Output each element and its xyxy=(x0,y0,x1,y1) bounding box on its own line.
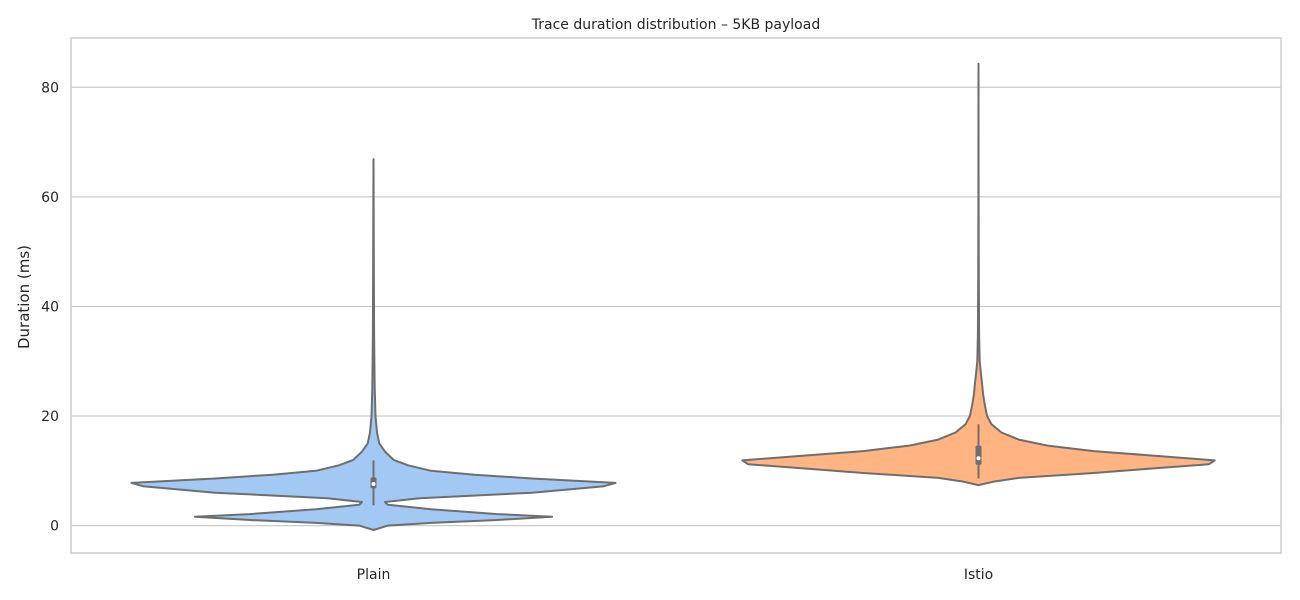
y-axis-label: Duration (ms) xyxy=(15,245,33,349)
y-tick-label: 20 xyxy=(41,409,59,425)
y-tick-label: 0 xyxy=(50,519,59,535)
x-tick-label: Istio xyxy=(964,567,993,583)
iqr-box-istio xyxy=(975,445,982,465)
violins xyxy=(130,62,1216,531)
y-tick-label: 60 xyxy=(41,190,59,206)
plot-frame xyxy=(70,37,1282,554)
x-axis-ticks: Plain Istio xyxy=(357,567,994,583)
median-dot-istio xyxy=(976,456,981,461)
y-tick-label: 80 xyxy=(41,80,59,96)
x-tick-label: Plain xyxy=(357,567,391,583)
y-axis-ticks: 0 20 40 60 80 xyxy=(41,80,59,534)
gridlines xyxy=(71,86,1281,527)
violin-plain xyxy=(130,158,617,531)
chart-title: Trace duration distribution – 5KB payloa… xyxy=(531,17,820,33)
violin-istio xyxy=(741,62,1216,487)
y-tick-label: 40 xyxy=(41,299,59,315)
median-dot-plain xyxy=(371,481,376,486)
